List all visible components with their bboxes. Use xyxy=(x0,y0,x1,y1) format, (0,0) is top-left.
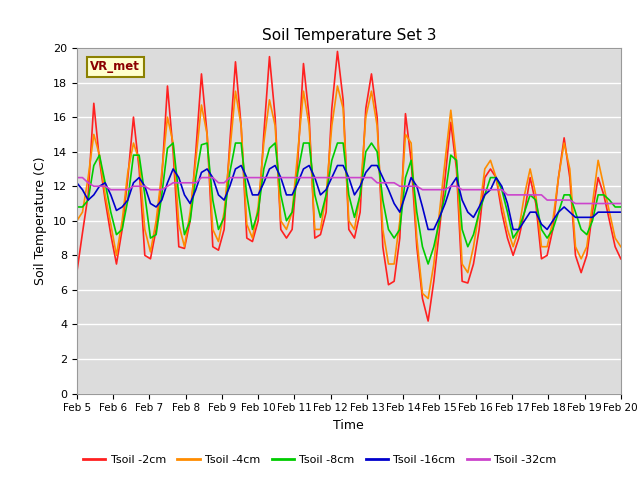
Tsoil -4cm xyxy=(617,244,625,250)
Tsoil -16cm xyxy=(113,207,120,213)
Legend: Tsoil -2cm, Tsoil -4cm, Tsoil -8cm, Tsoil -16cm, Tsoil -32cm: Tsoil -2cm, Tsoil -4cm, Tsoil -8cm, Tsoi… xyxy=(79,451,561,469)
Tsoil -32cm xyxy=(492,187,500,192)
Tsoil -8cm xyxy=(90,163,98,168)
Tsoil -32cm xyxy=(345,175,353,180)
Tsoil -2cm xyxy=(504,235,511,241)
Text: VR_met: VR_met xyxy=(90,60,140,73)
Tsoil -4cm xyxy=(424,296,432,301)
Title: Soil Temperature Set 3: Soil Temperature Set 3 xyxy=(262,28,436,43)
Y-axis label: Soil Temperature (C): Soil Temperature (C) xyxy=(35,156,47,285)
Tsoil -4cm xyxy=(214,239,222,244)
Line: Tsoil -16cm: Tsoil -16cm xyxy=(77,166,621,229)
Tsoil -4cm xyxy=(390,261,398,267)
Tsoil -8cm xyxy=(351,215,358,220)
Tsoil -8cm xyxy=(504,209,511,215)
Tsoil -32cm xyxy=(90,183,98,189)
Tsoil -4cm xyxy=(113,252,120,258)
Tsoil -8cm xyxy=(424,261,432,267)
Tsoil -32cm xyxy=(617,201,625,206)
Tsoil -16cm xyxy=(237,163,245,168)
Tsoil -2cm xyxy=(333,48,341,54)
Tsoil -16cm xyxy=(424,227,432,232)
Tsoil -2cm xyxy=(424,318,432,324)
Tsoil -32cm xyxy=(73,175,81,180)
Tsoil -8cm xyxy=(617,204,625,210)
Tsoil -2cm xyxy=(214,247,222,253)
Line: Tsoil -2cm: Tsoil -2cm xyxy=(77,51,621,321)
Line: Tsoil -4cm: Tsoil -4cm xyxy=(77,86,621,299)
Tsoil -32cm xyxy=(385,180,392,186)
X-axis label: Time: Time xyxy=(333,419,364,432)
Tsoil -2cm xyxy=(351,235,358,241)
Tsoil -8cm xyxy=(390,235,398,241)
Tsoil -4cm xyxy=(504,227,511,232)
Tsoil -32cm xyxy=(214,180,222,186)
Tsoil -2cm xyxy=(390,278,398,284)
Line: Tsoil -8cm: Tsoil -8cm xyxy=(77,143,621,264)
Tsoil -16cm xyxy=(90,192,98,198)
Tsoil -8cm xyxy=(73,204,81,210)
Tsoil -16cm xyxy=(617,209,625,215)
Tsoil -4cm xyxy=(333,83,341,89)
Tsoil -2cm xyxy=(617,256,625,262)
Line: Tsoil -32cm: Tsoil -32cm xyxy=(77,178,621,204)
Tsoil -8cm xyxy=(113,232,120,238)
Tsoil -2cm xyxy=(113,261,120,267)
Tsoil -16cm xyxy=(214,192,222,198)
Tsoil -4cm xyxy=(351,227,358,232)
Tsoil -16cm xyxy=(351,192,358,198)
Tsoil -8cm xyxy=(170,140,177,146)
Tsoil -32cm xyxy=(572,201,579,206)
Tsoil -4cm xyxy=(90,132,98,137)
Tsoil -2cm xyxy=(90,100,98,106)
Tsoil -2cm xyxy=(73,270,81,276)
Tsoil -16cm xyxy=(390,201,398,206)
Tsoil -4cm xyxy=(73,218,81,224)
Tsoil -16cm xyxy=(504,201,511,206)
Tsoil -32cm xyxy=(113,187,120,192)
Tsoil -16cm xyxy=(73,180,81,186)
Tsoil -8cm xyxy=(220,215,228,220)
